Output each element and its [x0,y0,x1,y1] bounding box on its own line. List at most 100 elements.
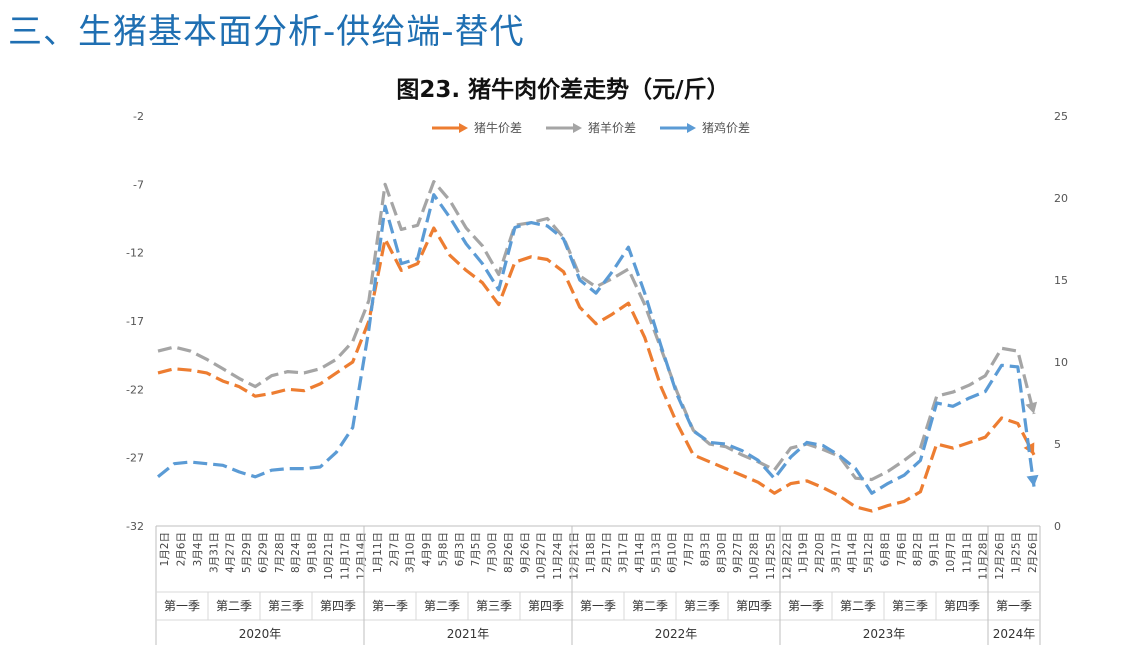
x-tick-label: 5月29日 [241,532,253,573]
legend-arrow-icon [687,123,696,133]
right-tick-label: 25 [1054,110,1068,123]
x-tick-label: 1月19日 [798,532,810,573]
left-tick-label: -32 [126,520,144,533]
quarter-label: 第四季 [736,599,772,613]
x-tick-label: 3月10日 [405,532,417,573]
x-tick-label: 4月14日 [847,532,859,573]
x-tick-label: 7月5日 [470,532,482,566]
x-tick-label: 10月7日 [945,532,957,573]
x-tick-label: 3月4日 [192,532,204,566]
x-tick-label: 12月22日 [781,532,793,580]
slide-title: 三、生猪基本面分析-供给端-替代 [8,12,525,52]
quarter-label: 第三季 [476,599,512,613]
x-tick-label: 2月17日 [601,532,613,573]
series-lines [156,180,1039,513]
year-label: 2024年 [993,627,1036,641]
legend-label: 猪牛价差 [474,120,522,135]
left-tick-label: -2 [133,110,144,123]
right-tick-label: 15 [1054,274,1068,287]
x-tick-label: 10月21日 [323,532,335,580]
quarter-label: 第三季 [684,599,720,613]
x-tick-label: 7月28日 [274,532,286,573]
left-tick-label: -27 [126,452,144,465]
x-tick-label: 6月10日 [667,532,679,573]
x-tick-label: 8月2日 [912,532,924,566]
left-y-axis: -2 -7 -12 -17 -22 -27 -32 [126,110,144,533]
quarter-label: 第一季 [372,599,408,613]
x-tick-label: 9月26日 [519,532,531,573]
quarter-label: 第一季 [788,599,824,613]
legend-item: 猪鸡价差 [660,120,750,135]
year-label: 2023年 [863,627,906,641]
x-tick-label: 6月8日 [879,532,891,566]
quarter-label: 第二季 [216,599,252,613]
x-tick-label: 7月30日 [487,532,499,573]
x-axis: 1月2日 2月6日 3月4日 3月31日 4月27日 5月29日 6月29日 7月28日 8月2… [155,525,1041,645]
quarter-label: 第二季 [840,599,876,613]
legend-item: 猪羊价差 [546,120,636,135]
right-y-axis: 25 20 15 10 5 0 [1054,110,1068,533]
x-tick-label: 4月9日 [421,532,433,566]
quarter-label: 第一季 [580,599,616,613]
x-tick-label: 12月21日 [568,532,580,580]
x-tick-label: 11月17日 [339,532,351,580]
quarter-label: 第二季 [424,599,460,613]
quarter-label: 第二季 [632,599,668,613]
series-line-猪鸡价差 [156,193,1036,495]
right-tick-label: 5 [1054,438,1061,451]
x-tick-label: 5月12日 [863,532,875,573]
x-tick-label: 9月27日 [732,532,744,573]
legend-item: 猪牛价差 [432,120,522,135]
x-tick-label: 6月3日 [454,532,466,566]
x-tick-label: 2月7日 [388,532,400,566]
x-tick-label: 9月18日 [307,532,319,573]
x-tick-label: 8月3日 [699,532,711,566]
x-tick-label: 10月28日 [749,532,761,580]
x-tick-label: 3月31日 [208,532,220,573]
legend-label: 猪鸡价差 [702,120,750,135]
legend-arrow-icon [459,123,468,133]
left-tick-label: -22 [126,383,144,396]
quarter-label: 第四季 [528,599,564,613]
x-tick-label: 5月13日 [650,532,662,573]
x-tick-label: 7月7日 [683,532,695,566]
x-tick-label: 1月2日 [159,532,171,566]
left-tick-label: -12 [126,247,144,260]
x-tick-label: 11月25日 [765,532,777,580]
series-arrowhead [1026,474,1039,487]
quarter-label: 第一季 [996,599,1032,613]
x-tick-label: 4月27日 [225,532,237,573]
series-arrowhead [1025,401,1038,414]
left-tick-label: -17 [126,315,144,328]
x-tick-label: 11月1日 [961,532,973,573]
chart-title: 图23. 猪牛肉价差走势（元/斤） [396,77,730,103]
series-line-猪牛价差 [157,226,1036,513]
series-line-猪羊价差 [157,180,1036,482]
x-tick-label: 11月28日 [978,532,990,580]
x-tick-label: 8月24日 [290,532,302,573]
year-label: 2021年 [447,627,490,641]
x-tick-label: 4月14日 [634,532,646,573]
x-tick-label: 1月25日 [1010,532,1022,573]
right-tick-label: 20 [1054,192,1068,205]
x-tick-label: 3月17日 [830,532,842,573]
x-tick-label: 1月11日 [372,532,384,573]
x-tick-label: 5月8日 [437,532,449,566]
x-tick-label: 8月30日 [716,532,728,573]
x-tick-label: 3月17日 [618,532,630,573]
legend-arrow-icon [573,123,582,133]
year-label: 2020年 [239,627,282,641]
year-label: 2022年 [655,627,698,641]
right-tick-label: 0 [1054,520,1061,533]
x-tick-label: 2月26日 [1027,532,1039,573]
x-tick-label: 12月26日 [994,532,1006,580]
left-tick-label: -7 [133,178,144,191]
legend: 猪牛价差 猪羊价差 猪鸡价差 [432,120,750,135]
right-tick-label: 10 [1054,356,1068,369]
x-tick-label: 6月29日 [257,532,269,573]
x-tick-label: 1月18日 [585,532,597,573]
x-tick-label: 7月6日 [896,532,908,566]
quarter-label: 第三季 [892,599,928,613]
quarter-label: 第三季 [268,599,304,613]
